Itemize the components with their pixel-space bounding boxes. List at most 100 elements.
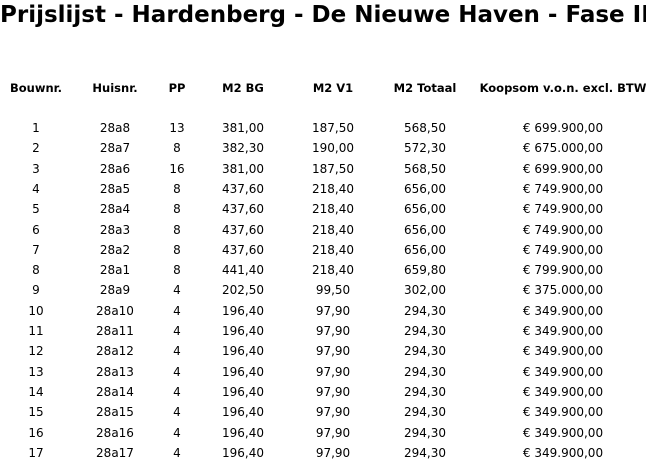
table-cell: 28a4 [99, 202, 131, 217]
table-cell: € 749.900,00 [522, 242, 604, 257]
table-cell: 8 [173, 202, 181, 217]
table-cell: € 349.900,00 [522, 364, 604, 379]
table-cell: 97,90 [315, 364, 351, 379]
table-cell: 4 [173, 324, 181, 338]
table-cell: 294,30 [404, 384, 446, 399]
table-cell: 218,40 [312, 222, 354, 237]
table-cell: 28a10 [96, 303, 134, 318]
table-cell: 196,40 [222, 364, 264, 379]
table-cell: 97,90 [315, 405, 351, 420]
table-cell: 28a3 [99, 222, 131, 237]
table-cell: 16 [169, 161, 185, 176]
table-cell: 437,60 [222, 242, 264, 257]
table-cell: 28a2 [99, 242, 131, 257]
table-cell: 97,90 [315, 303, 351, 318]
table-cell: 28a13 [96, 364, 134, 379]
table-cell: 294,30 [404, 425, 446, 440]
table-cell: 4 [32, 181, 40, 196]
table-cell: 4 [173, 445, 181, 460]
column-header: M2 Totaal [393, 81, 457, 95]
table-cell: € 749.900,00 [522, 181, 604, 196]
table-cell: 28a15 [96, 405, 134, 420]
table-cell: 302,00 [404, 283, 446, 298]
table-cell: 9 [32, 283, 40, 298]
table-cell: 11 [28, 324, 44, 338]
table-cell: 99,50 [315, 283, 351, 298]
table-cell: 294,30 [404, 364, 446, 379]
table-cell: € 749.900,00 [522, 202, 604, 217]
table-cell: 3 [32, 161, 40, 176]
table-cell: € 349.900,00 [522, 384, 604, 399]
table-cell: 28a11 [96, 324, 134, 338]
table-cell: 28a14 [96, 384, 134, 399]
table-cell: 294,30 [404, 303, 446, 318]
table-cell: € 699.900,00 [522, 121, 604, 135]
table-cell: € 699.900,00 [522, 161, 604, 176]
table-cell: € 799.900,00 [522, 263, 604, 278]
table-cell: 659,80 [404, 263, 446, 278]
table-cell: 97,90 [315, 344, 351, 359]
table-cell: € 675.000,00 [522, 141, 604, 156]
table-cell: 13 [169, 121, 185, 135]
table-cell: 196,40 [222, 344, 264, 359]
table-cell: 5 [32, 202, 40, 217]
table-cell: 4 [173, 364, 181, 379]
table-cell: € 349.900,00 [522, 425, 604, 440]
table-cell: 4 [173, 303, 181, 318]
table-cell: 16 [28, 425, 44, 440]
table-cell: 17 [28, 445, 44, 460]
table-cell: 8 [32, 263, 40, 278]
table-cell: 28a16 [96, 425, 134, 440]
table-cell: 202,50 [222, 283, 264, 298]
table-cell: 381,00 [222, 161, 264, 176]
table-cell: 568,50 [404, 121, 446, 135]
table-cell: 381,00 [222, 121, 264, 135]
table-cell: 294,30 [404, 344, 446, 359]
table-cell: € 349.900,00 [522, 445, 604, 460]
table-cell: 441,40 [222, 263, 264, 278]
table-cell: € 349.900,00 [522, 303, 604, 318]
column-header: Koopsom v.o.n. excl. BTW [479, 81, 646, 95]
table-cell: 6 [32, 222, 40, 237]
table-cell: 7 [32, 242, 40, 257]
column-header: PP [168, 81, 186, 95]
table-cell: 568,50 [404, 161, 446, 176]
table-cell: 196,40 [222, 303, 264, 318]
table-cell: 8 [173, 242, 181, 257]
title: Prijslijst - Hardenberg - De Nieuwe Have… [0, 2, 646, 28]
column-header: Huisnr. [92, 81, 138, 95]
table-cell: 8 [173, 181, 181, 196]
table-cell: 656,00 [404, 242, 446, 257]
table-cell: 437,60 [222, 181, 264, 196]
table-cell: 8 [173, 222, 181, 237]
table-cell: 294,30 [404, 445, 446, 460]
table-cell: € 349.900,00 [522, 344, 604, 359]
table-cell: 10 [28, 303, 44, 318]
table-cell: € 749.900,00 [522, 222, 604, 237]
table-cell: 97,90 [315, 384, 351, 399]
table-cell: 28a6 [99, 161, 131, 176]
table-cell: € 375.000,00 [522, 283, 604, 298]
table-cell: 28a7 [99, 141, 131, 156]
table-cell: 656,00 [404, 222, 446, 237]
table-cell: € 349.900,00 [522, 405, 604, 420]
table-cell: 187,50 [312, 121, 354, 135]
table-cell: 4 [173, 344, 181, 359]
table-cell: 294,30 [404, 405, 446, 420]
table-cell: 196,40 [222, 445, 264, 460]
table-cell: 218,40 [312, 202, 354, 217]
table-cell: 12 [28, 344, 44, 359]
table-cell: 4 [173, 425, 181, 440]
table-cell: 656,00 [404, 202, 446, 217]
table-cell: 196,40 [222, 425, 264, 440]
table-cell: 656,00 [404, 181, 446, 196]
table-cell: 190,00 [312, 141, 354, 156]
table-cell: 13 [28, 364, 44, 379]
table-cell: 437,60 [222, 202, 264, 217]
table-cell: 437,60 [222, 222, 264, 237]
table-cell: 4 [173, 384, 181, 399]
table-cell: 8 [173, 263, 181, 278]
table-cell: 187,50 [312, 161, 354, 176]
table-cell: 28a1 [99, 263, 131, 278]
